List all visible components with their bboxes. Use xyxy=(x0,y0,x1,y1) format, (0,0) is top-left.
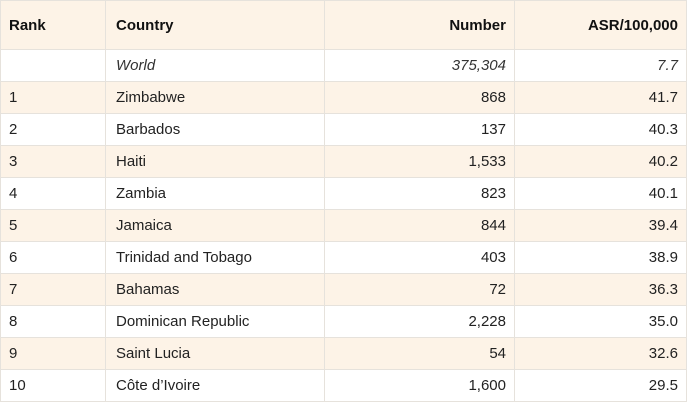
asr-cell: 35.0 xyxy=(514,305,687,338)
rank-cell: 1 xyxy=(0,81,106,114)
rank-cell: 6 xyxy=(0,241,106,274)
asr-cell: 40.3 xyxy=(514,113,687,146)
country-cell: Saint Lucia xyxy=(105,337,325,370)
number-cell: 72 xyxy=(324,273,515,306)
asr-cell: 32.6 xyxy=(514,337,687,370)
asr-cell: 29.5 xyxy=(514,369,687,402)
number-cell: 844 xyxy=(324,209,515,242)
table-row: 6 Trinidad and Tobago 403 38.9 xyxy=(0,241,687,274)
header-row: Rank Country Number ASR/100,000 xyxy=(0,0,687,50)
number-cell: 868 xyxy=(324,81,515,114)
asr-cell: 40.2 xyxy=(514,145,687,178)
asr-cell: 39.4 xyxy=(514,209,687,242)
country-cell: Côte d’Ivoire xyxy=(105,369,325,402)
rank-cell: 9 xyxy=(0,337,106,370)
asr-cell: 36.3 xyxy=(514,273,687,306)
rank-cell: 3 xyxy=(0,145,106,178)
rank-cell: 8 xyxy=(0,305,106,338)
number-cell: 2,228 xyxy=(324,305,515,338)
asr-column-header[interactable]: ASR/100,000 xyxy=(514,0,687,50)
rank-column-header[interactable]: Rank xyxy=(0,0,106,50)
world-country-cell: World xyxy=(105,49,325,82)
country-cell: Jamaica xyxy=(105,209,325,242)
table-row: 8 Dominican Republic 2,228 35.0 xyxy=(0,305,687,338)
table-row: 7 Bahamas 72 36.3 xyxy=(0,273,687,306)
country-cell: Barbados xyxy=(105,113,325,146)
world-rank-cell xyxy=(0,49,106,82)
number-cell: 1,600 xyxy=(324,369,515,402)
number-cell: 137 xyxy=(324,113,515,146)
number-cell: 403 xyxy=(324,241,515,274)
rank-cell: 7 xyxy=(0,273,106,306)
table-row: 9 Saint Lucia 54 32.6 xyxy=(0,337,687,370)
number-cell: 823 xyxy=(324,177,515,210)
asr-cell: 38.9 xyxy=(514,241,687,274)
asr-cell: 41.7 xyxy=(514,81,687,114)
country-cell: Zambia xyxy=(105,177,325,210)
country-cell: Bahamas xyxy=(105,273,325,306)
table-row: 5 Jamaica 844 39.4 xyxy=(0,209,687,242)
country-cell: Dominican Republic xyxy=(105,305,325,338)
asr-cell: 40.1 xyxy=(514,177,687,210)
country-column-header[interactable]: Country xyxy=(105,0,325,50)
rank-cell: 10 xyxy=(0,369,106,402)
country-cell: Zimbabwe xyxy=(105,81,325,114)
world-asr-cell: 7.7 xyxy=(514,49,687,82)
number-cell: 1,533 xyxy=(324,145,515,178)
table-row: 4 Zambia 823 40.1 xyxy=(0,177,687,210)
number-column-header[interactable]: Number xyxy=(324,0,515,50)
rank-cell: 2 xyxy=(0,113,106,146)
country-cell: Trinidad and Tobago xyxy=(105,241,325,274)
rank-cell: 4 xyxy=(0,177,106,210)
world-row: World 375,304 7.7 xyxy=(0,49,687,82)
table-row: 10 Côte d’Ivoire 1,600 29.5 xyxy=(0,369,687,402)
rank-cell: 5 xyxy=(0,209,106,242)
table-row: 3 Haiti 1,533 40.2 xyxy=(0,145,687,178)
number-cell: 54 xyxy=(324,337,515,370)
table-row: 2 Barbados 137 40.3 xyxy=(0,113,687,146)
table-row: 1 Zimbabwe 868 41.7 xyxy=(0,81,687,114)
world-number-cell: 375,304 xyxy=(324,49,515,82)
country-cell: Haiti xyxy=(105,145,325,178)
